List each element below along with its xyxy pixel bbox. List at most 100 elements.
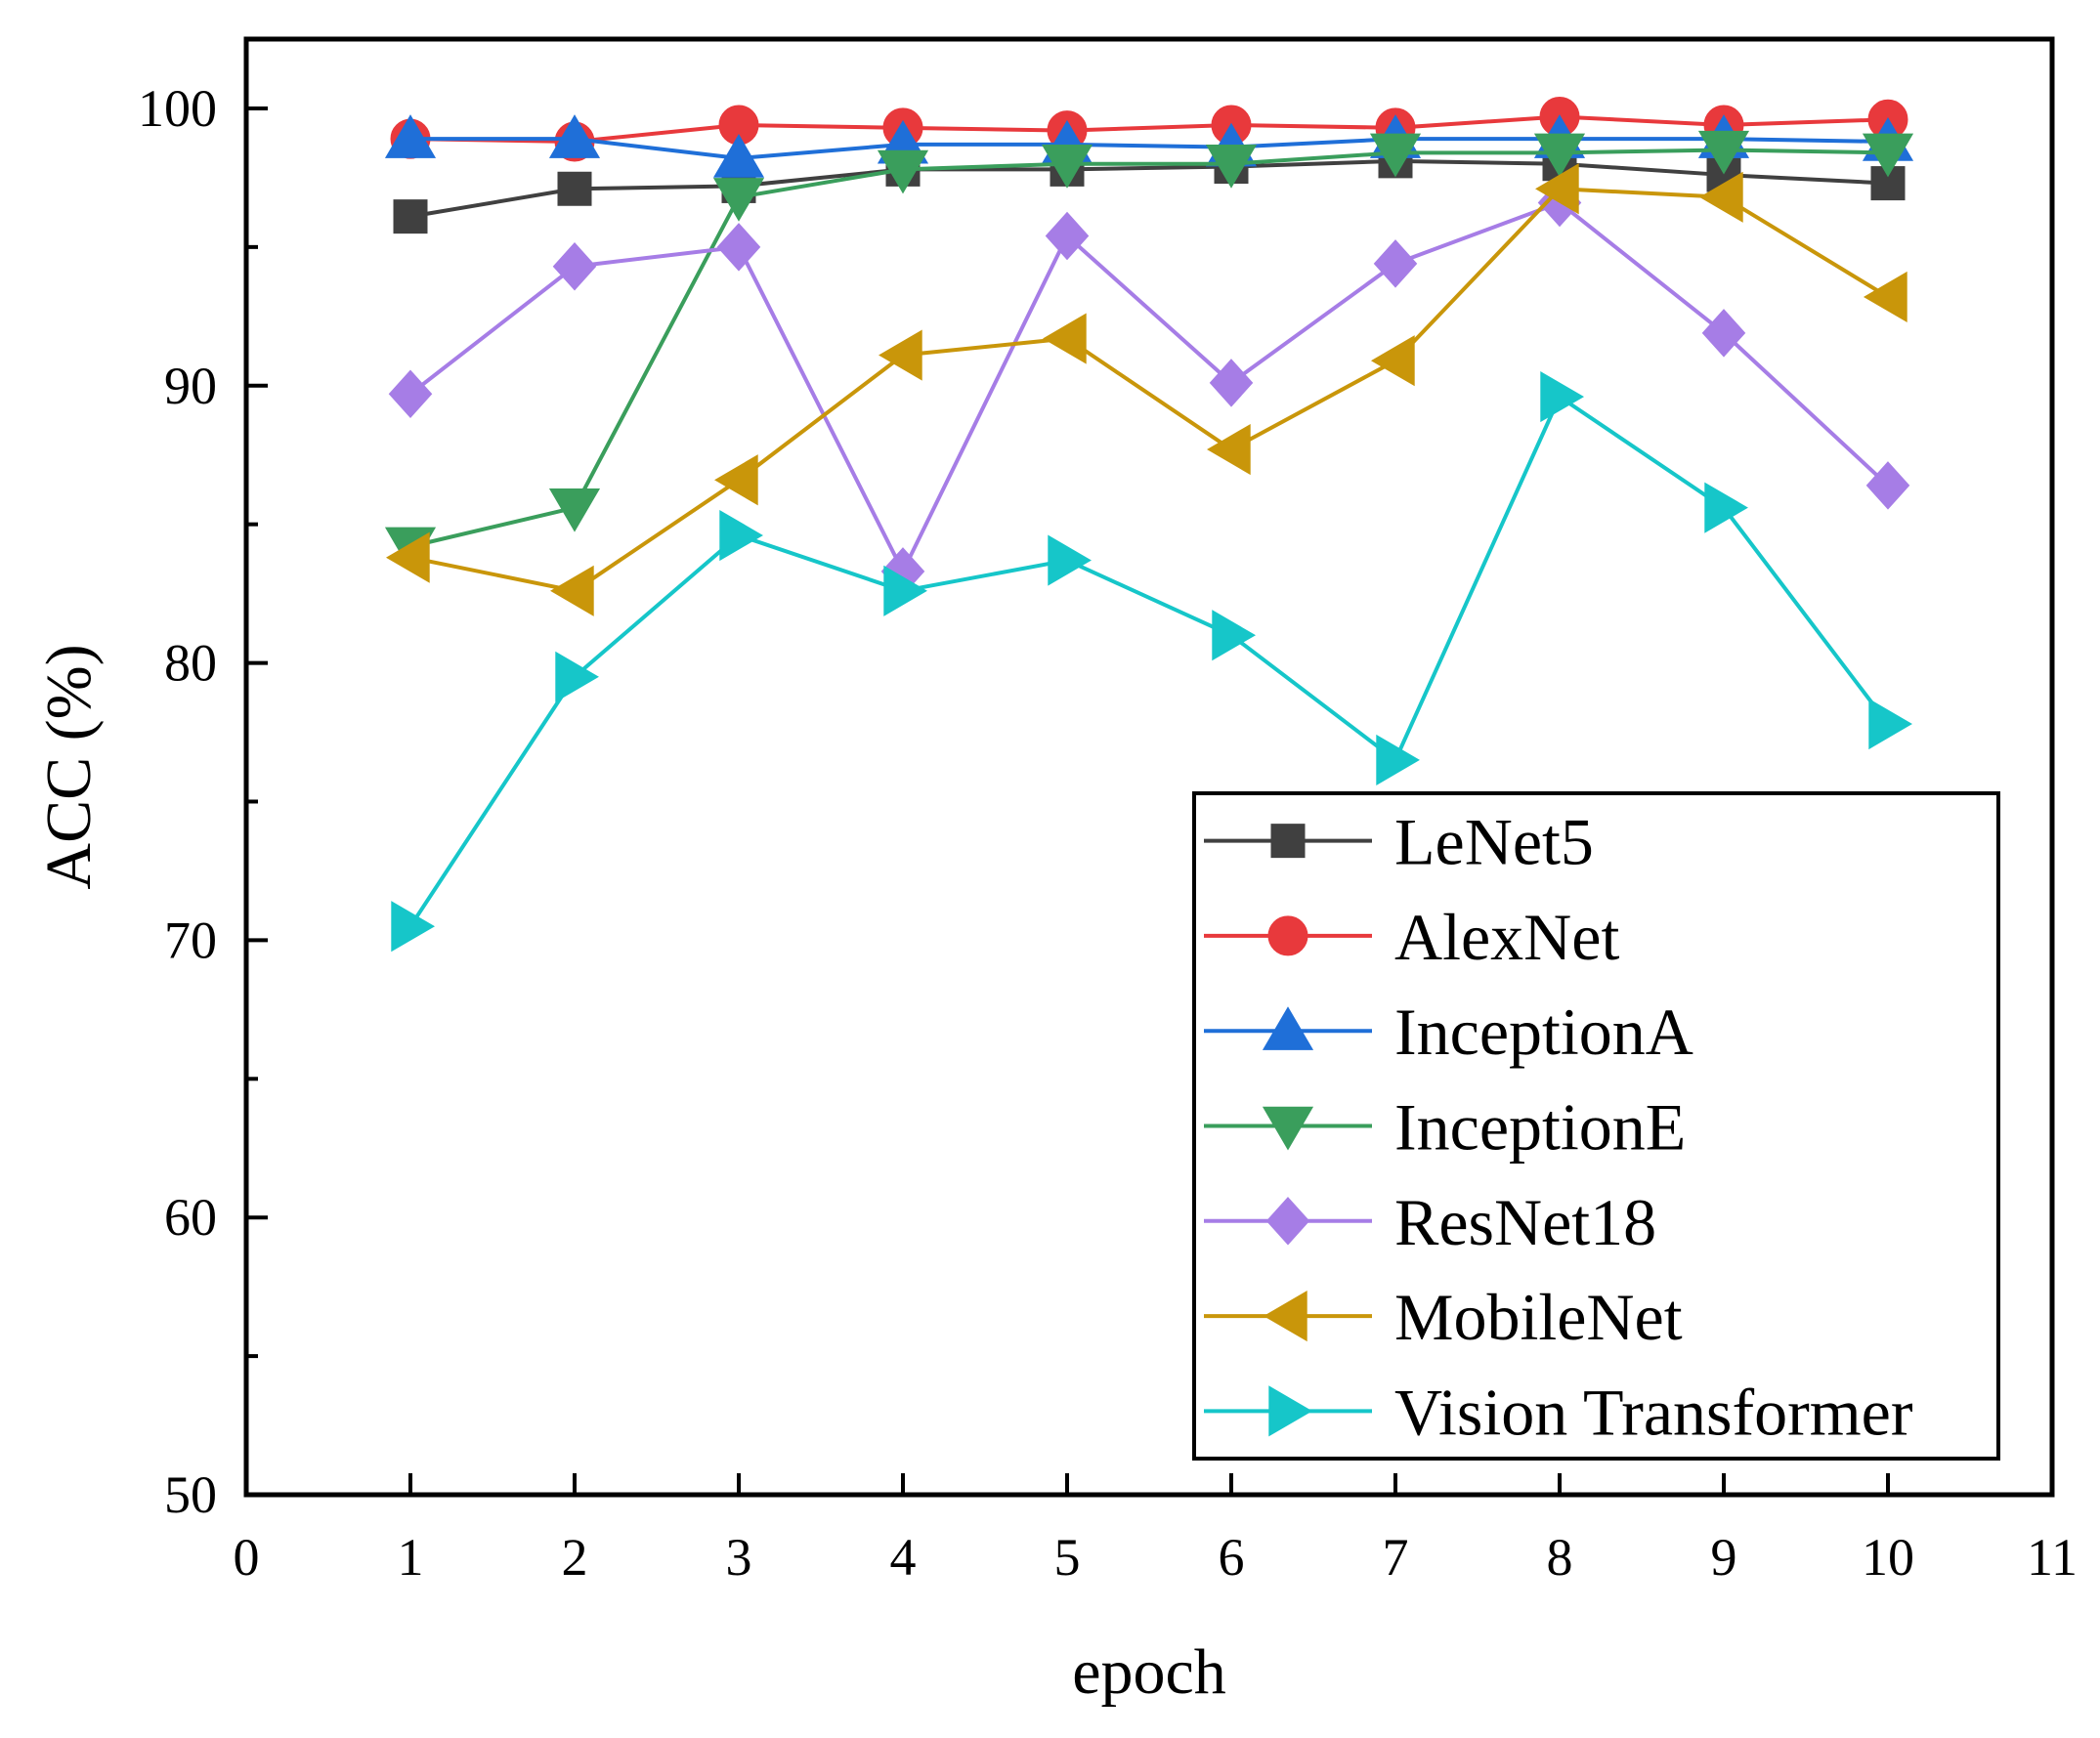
x-tick-label: 9 <box>1711 1528 1737 1587</box>
data-point <box>557 171 592 206</box>
series-line <box>409 187 1890 593</box>
data-point <box>1533 133 1586 178</box>
x-tick-label: 6 <box>1219 1528 1245 1587</box>
legend-marker <box>1270 824 1306 859</box>
data-point <box>391 901 435 953</box>
x-tick-label: 2 <box>562 1528 588 1587</box>
legend-entry: AlexNet <box>1204 900 1619 974</box>
legend-label: InceptionA <box>1394 995 1693 1069</box>
series-mobilenet <box>386 163 1907 616</box>
data-point <box>1865 461 1910 510</box>
x-tick-label: 5 <box>1054 1528 1081 1587</box>
series-resnet18 <box>388 178 1910 596</box>
x-tick-label: 0 <box>234 1528 260 1587</box>
data-point <box>1371 335 1415 387</box>
data-point <box>388 369 433 419</box>
series-line <box>409 114 1889 145</box>
data-point <box>1540 371 1584 423</box>
y-tick-label: 90 <box>164 357 217 415</box>
x-tick-label: 8 <box>1547 1528 1573 1587</box>
plot-frame <box>243 36 2055 1498</box>
legend-marker <box>1265 1197 1310 1246</box>
series-line <box>409 158 1889 219</box>
data-point <box>1862 133 1914 178</box>
axes-layer: 0 1 2 3 4 5 6 7 8 9 10 11 50 60 70 80 90 100 epoch ACC (%) <box>33 36 2078 1708</box>
legend-marker <box>1264 1291 1307 1342</box>
legend-entry: MobileNet <box>1204 1280 1683 1354</box>
data-point <box>1369 133 1422 178</box>
data-point <box>552 241 597 291</box>
series-line <box>409 148 1889 549</box>
y-tick-label: 70 <box>164 911 217 969</box>
data-point <box>550 565 594 616</box>
data-point <box>1041 145 1093 189</box>
series-vision-transformer <box>391 371 1912 953</box>
x-tick-label: 1 <box>398 1528 424 1587</box>
data-point <box>712 178 765 222</box>
series-line <box>408 200 1890 573</box>
legend-marker <box>1262 1106 1314 1151</box>
data-point <box>1045 211 1090 261</box>
data-point <box>1205 145 1258 189</box>
legend-label: Vision Transformer <box>1394 1375 1913 1449</box>
legend-marker <box>1262 1006 1314 1050</box>
data-point <box>883 565 927 616</box>
x-tick-label: 7 <box>1383 1528 1409 1587</box>
legend-label: InceptionE <box>1394 1090 1686 1165</box>
legend-label: ResNet18 <box>1394 1185 1656 1259</box>
y-tick-label: 50 <box>164 1465 217 1524</box>
data-point <box>716 223 761 272</box>
data-point <box>548 487 601 532</box>
data-point <box>555 651 599 702</box>
series-inceptione <box>384 130 1914 572</box>
legend: LeNet5 AlexNet InceptionA InceptionE ResNet1… <box>1192 791 2000 1461</box>
data-point <box>714 454 758 506</box>
data-point <box>1864 271 1907 323</box>
x-tick-label: 4 <box>890 1528 917 1587</box>
x-axis-title: epoch <box>1072 1636 1226 1708</box>
data-point <box>1043 313 1087 364</box>
data-point <box>877 149 929 194</box>
data-point <box>1048 534 1092 586</box>
legend-label: AlexNet <box>1394 900 1619 974</box>
data-point <box>1535 163 1579 215</box>
y-axis-title: ACC (%) <box>33 644 105 889</box>
series-line <box>408 395 1890 928</box>
data-point <box>719 509 763 562</box>
series-layer <box>384 96 1914 953</box>
x-tick-label: 3 <box>726 1528 752 1587</box>
legend-entry: ResNet18 <box>1204 1185 1656 1259</box>
legend-label: LeNet5 <box>1394 805 1594 879</box>
data-point <box>548 114 601 158</box>
data-point <box>1207 423 1251 476</box>
legend-entry: Vision Transformer <box>1204 1375 1913 1449</box>
legend-entry: InceptionE <box>1204 1090 1686 1165</box>
data-point <box>384 114 437 158</box>
data-point <box>1697 130 1750 175</box>
x-tick-label: 10 <box>1862 1528 1914 1587</box>
data-point <box>1704 482 1748 533</box>
x-tick-label: 11 <box>2027 1528 2078 1587</box>
y-tick-label: 60 <box>164 1188 217 1247</box>
y-tick-label: 100 <box>138 79 217 138</box>
legend-entry: LeNet5 <box>1204 805 1594 879</box>
series-line <box>410 137 1889 161</box>
legend-entry: InceptionA <box>1204 995 1693 1069</box>
legend-marker <box>1268 1385 1312 1437</box>
data-point <box>1209 359 1254 407</box>
data-point <box>1212 610 1256 661</box>
data-point <box>712 134 765 178</box>
data-point <box>393 199 428 234</box>
legend-marker <box>1267 915 1308 956</box>
y-tick-label: 80 <box>164 634 217 693</box>
data-point <box>1373 239 1418 288</box>
data-point <box>879 329 922 381</box>
series-lenet5 <box>393 144 1906 234</box>
data-point <box>1376 734 1420 785</box>
data-point <box>1868 698 1912 750</box>
data-point <box>386 531 430 583</box>
data-point <box>1701 309 1746 358</box>
legend-label: MobileNet <box>1394 1280 1683 1354</box>
